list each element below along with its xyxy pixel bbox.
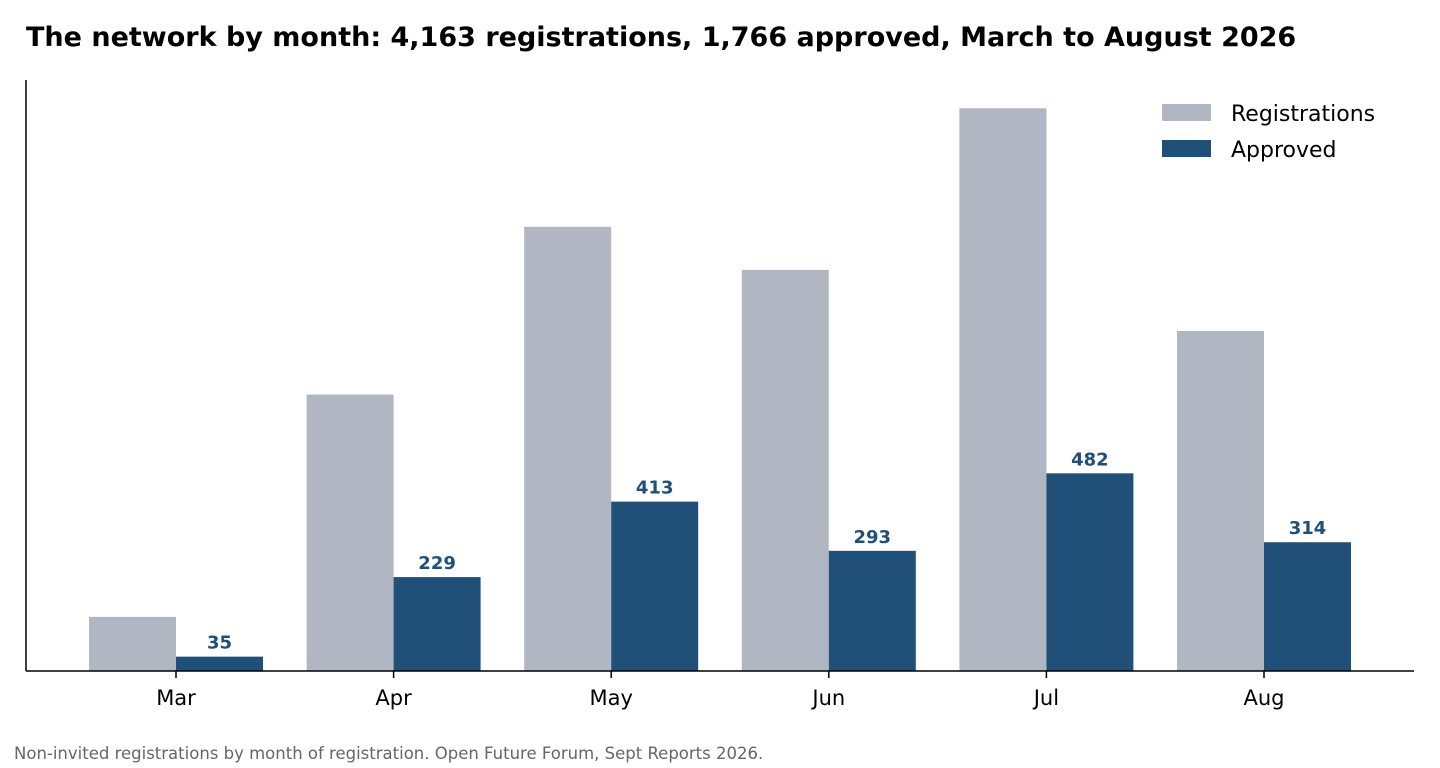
x-tick-label-may: May bbox=[589, 686, 632, 710]
bar-approved-apr bbox=[393, 577, 481, 671]
data-labels-layer: 35 229 413 293 482 314 bbox=[207, 449, 1326, 653]
legend: Registrations Approved bbox=[1162, 102, 1375, 163]
legend-swatch-registrations bbox=[1162, 104, 1211, 121]
axes-layer: Mar Apr May Jun Jul Aug bbox=[25, 80, 1414, 710]
bar-approved-aug bbox=[1264, 542, 1351, 671]
x-tick-label-aug: Aug bbox=[1243, 686, 1284, 710]
bar-registrations-jul bbox=[959, 108, 1047, 672]
legend-label-registrations: Registrations bbox=[1231, 102, 1375, 127]
x-tick-label-mar: Mar bbox=[156, 686, 196, 710]
chart-footnote: Non-invited registrations by month of re… bbox=[14, 744, 764, 763]
data-label-approved-jun: 293 bbox=[854, 527, 892, 548]
x-tick-label-jul: Jul bbox=[1032, 686, 1059, 710]
bar-approved-jun bbox=[828, 550, 916, 671]
bar-registrations-apr bbox=[306, 394, 394, 671]
data-label-approved-may: 413 bbox=[636, 478, 674, 499]
data-label-approved-apr: 229 bbox=[418, 553, 456, 574]
data-label-approved-aug: 314 bbox=[1289, 518, 1327, 539]
x-tick-label-apr: Apr bbox=[375, 686, 412, 710]
bar-chart: 35 229 413 293 482 314 Mar Apr May Jun Jul Aug Reg… bbox=[25, 80, 1414, 710]
legend-swatch-approved bbox=[1162, 140, 1211, 157]
bar-registrations-mar bbox=[89, 616, 176, 671]
bar-registrations-jun bbox=[741, 269, 829, 671]
chart-title: The network by month: 4,163 registration… bbox=[26, 22, 1297, 53]
data-label-approved-jul: 482 bbox=[1071, 449, 1109, 470]
bar-registrations-may bbox=[524, 226, 612, 671]
bars-layer bbox=[89, 108, 1351, 672]
bar-approved-jul bbox=[1046, 473, 1134, 671]
bar-registrations-aug bbox=[1177, 331, 1264, 671]
legend-label-approved: Approved bbox=[1231, 138, 1337, 163]
x-tick-label-jun: Jun bbox=[810, 686, 845, 710]
bar-approved-may bbox=[611, 501, 699, 671]
bar-approved-mar bbox=[176, 656, 263, 671]
data-label-approved-mar: 35 bbox=[207, 633, 232, 654]
